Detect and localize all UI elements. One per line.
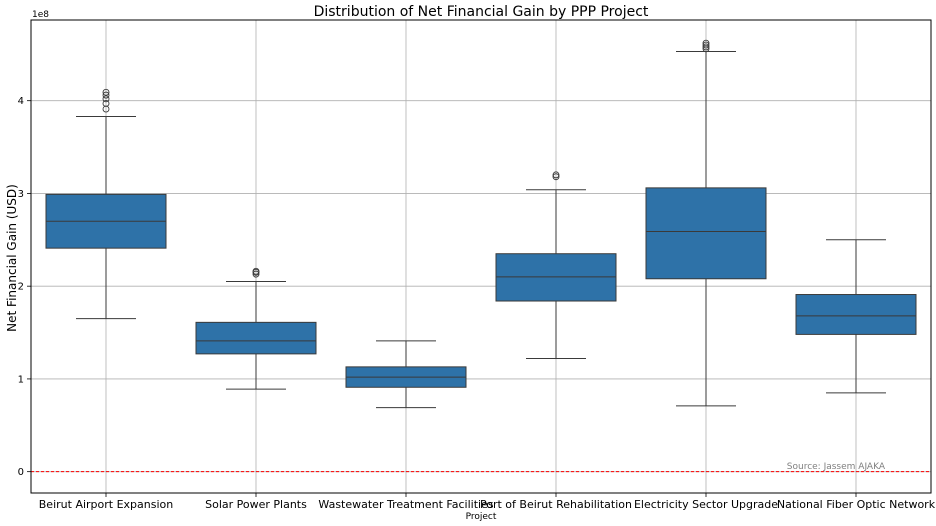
box-4 [495,171,617,360]
outlier-point [702,41,710,49]
outlier-point [102,95,110,103]
outlier-point [552,173,560,181]
box-3 [345,340,467,409]
x-tick-label: Wastewater Treatment Facilities [318,498,493,511]
outlier-point [252,267,260,275]
box-2 [195,267,317,390]
iqr-box [645,187,767,280]
outlier-point [252,270,260,278]
chart-title: Distribution of Net Financial Gain by PP… [314,4,649,20]
y-tick-label: 0 [18,467,24,478]
x-tick-label: Solar Power Plants [205,498,307,511]
iqr-box [195,321,317,355]
x-axis-label: Project [466,512,497,522]
outlier-point [102,100,110,107]
y-tick-label: 2 [18,282,24,293]
y-tick-label: 3 [18,189,24,200]
box-1 [45,88,167,320]
y-tick-label: 1 [18,374,24,385]
x-tick-label: National Fiber Optic Network [777,498,936,511]
x-tick-label: Port of Beirut Rehabilitation [480,498,632,511]
plot-frame [30,19,932,494]
box-5 [645,39,767,407]
source-annotation: Source: Jassem AJAKA [787,462,886,472]
y-tick-label: 4 [18,96,24,107]
y-axis-label: Net Financial Gain (USD) [5,184,19,332]
y-scale-label: 1e8 [32,10,49,20]
iqr-box [795,294,917,335]
x-tick-label: Electricity Sector Upgrade [634,498,778,511]
outlier-point [102,88,110,96]
box-6 [795,239,917,394]
outlier-point [702,43,710,51]
x-tick-label: Beirut Airport Expansion [39,498,173,511]
outlier-point [552,171,560,179]
outlier-point [702,39,710,47]
outlier-point [102,91,110,99]
